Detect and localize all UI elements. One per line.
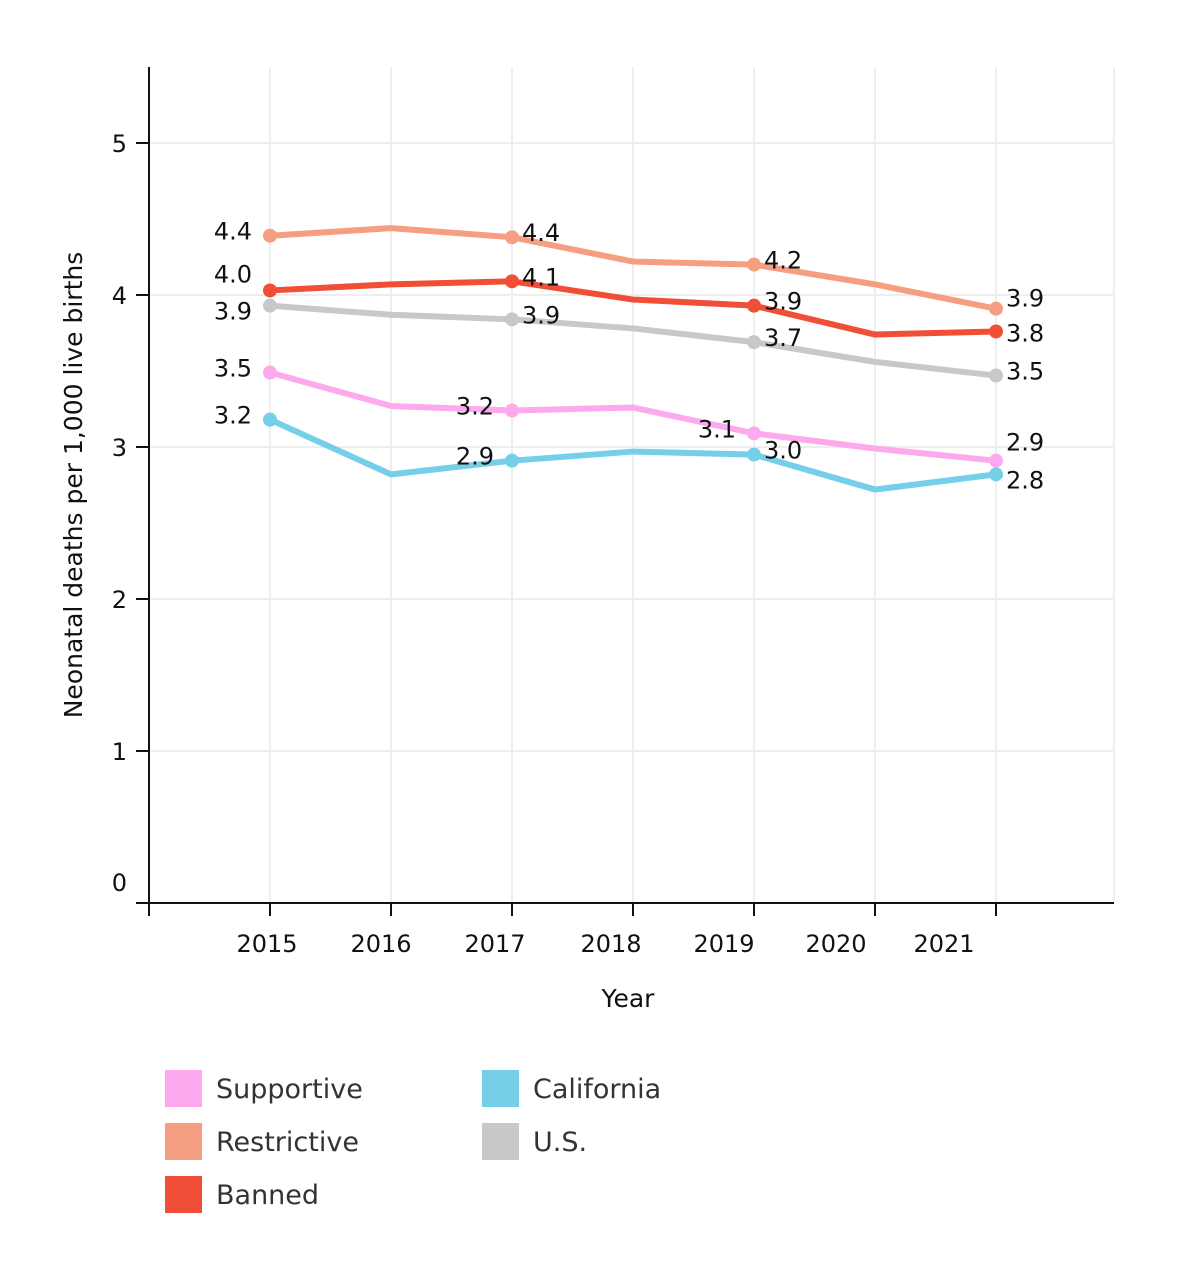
series-banned: 4.0 4.1 3.9 3.8 xyxy=(214,260,1044,347)
series-line xyxy=(268,416,997,493)
data-label: 3.9 xyxy=(522,301,560,329)
data-point xyxy=(747,426,761,441)
data-point xyxy=(747,447,761,462)
x-tick-label: 2015 xyxy=(236,930,297,958)
legend-swatch xyxy=(482,1123,519,1160)
data-point xyxy=(747,257,761,272)
x-tick-label: 2017 xyxy=(464,930,525,958)
axes xyxy=(148,67,1114,904)
legend-item: Banned xyxy=(165,1176,319,1213)
data-point xyxy=(989,453,1003,468)
legend-item: U.S. xyxy=(482,1123,587,1160)
data-label: 3.1 xyxy=(698,415,736,443)
data-point xyxy=(263,365,277,380)
legend-label: Banned xyxy=(216,1180,319,1211)
data-point xyxy=(505,453,519,468)
legend-label: U.S. xyxy=(533,1127,587,1158)
series-line xyxy=(269,278,997,338)
data-label: 3.0 xyxy=(764,437,802,465)
y-tick-label: 0 xyxy=(112,869,127,897)
data-point xyxy=(989,467,1003,482)
legend-swatch xyxy=(165,1123,202,1160)
series-supportive: 3.5 3.2 3.1 2.9 xyxy=(214,355,1044,468)
data-point xyxy=(989,301,1003,316)
y-tick-label: 5 xyxy=(112,130,127,158)
y-tick-label: 3 xyxy=(112,434,127,462)
data-label: 3.5 xyxy=(214,355,252,383)
data-label: 3.9 xyxy=(214,298,252,326)
legend-swatch xyxy=(482,1070,519,1107)
gridlines xyxy=(149,67,1115,903)
x-tick-label: 2019 xyxy=(693,930,754,958)
y-tick-label: 1 xyxy=(112,738,127,766)
data-point xyxy=(263,228,277,243)
data-label: 3.9 xyxy=(1006,285,1044,313)
data-point xyxy=(747,298,761,313)
x-tick-label: 2016 xyxy=(350,930,411,958)
data-label: 3.8 xyxy=(1006,319,1044,347)
x-tick-label: 2020 xyxy=(805,930,866,958)
y-tick-label: 2 xyxy=(112,586,127,614)
data-label: 4.4 xyxy=(522,219,560,247)
x-tick-label: 2021 xyxy=(913,930,974,958)
y-axis-label: Neonatal deaths per 1,000 live births xyxy=(59,252,88,719)
data-label: 3.7 xyxy=(764,324,802,352)
data-label: 4.4 xyxy=(214,218,252,246)
data-point xyxy=(747,335,761,350)
data-label: 4.2 xyxy=(764,247,802,275)
series-line xyxy=(269,225,997,312)
legend-item: California xyxy=(482,1070,661,1107)
legend-swatch xyxy=(165,1176,202,1213)
data-label: 2.9 xyxy=(1006,429,1044,457)
legend-label: Supportive xyxy=(216,1074,363,1105)
data-point xyxy=(263,283,277,298)
legend-item: Supportive xyxy=(165,1070,363,1107)
series-restrictive: 4.4 4.4 4.2 3.9 xyxy=(214,218,1044,316)
data-point xyxy=(505,230,519,245)
data-label: 4.0 xyxy=(214,260,252,288)
legend: Supportive Restrictive Banned California U.S… xyxy=(165,1070,661,1213)
y-ticks: 0 1 2 3 4 5 xyxy=(112,130,149,904)
legend-item: Restrictive xyxy=(165,1123,359,1160)
x-ticks: 2015 2016 2017 2018 2019 2020 2021 xyxy=(148,903,997,958)
data-label: 2.8 xyxy=(1006,466,1044,494)
data-label: 2.9 xyxy=(456,443,494,471)
y-tick-label: 4 xyxy=(112,282,127,310)
data-label: 3.2 xyxy=(214,402,252,430)
data-label: 3.5 xyxy=(1006,358,1044,386)
legend-label: Restrictive xyxy=(216,1127,359,1158)
legend-swatch xyxy=(165,1070,202,1107)
data-point xyxy=(505,403,519,418)
data-label: 3.9 xyxy=(764,288,802,316)
data-point xyxy=(263,412,277,427)
series-california: 3.2 2.9 3.0 2.8 xyxy=(214,402,1044,495)
legend-label: California xyxy=(533,1074,661,1105)
data-point xyxy=(989,368,1003,383)
data-point xyxy=(263,298,277,313)
x-tick-label: 2018 xyxy=(580,930,641,958)
data-point xyxy=(505,274,519,289)
series-us: 3.9 3.9 3.7 3.5 xyxy=(214,298,1044,386)
data-label: 3.2 xyxy=(456,393,494,421)
series-line xyxy=(269,369,997,464)
data-label: 4.1 xyxy=(522,263,560,291)
x-axis-label: Year xyxy=(601,984,656,1013)
series-line xyxy=(269,302,997,379)
data-point xyxy=(989,324,1003,339)
series-group: 3.5 3.2 3.1 2.9 4.4 4.4 4.2 3.9 4.0 4.1 3.9 3.8 3.2 2… xyxy=(214,218,1044,495)
data-point xyxy=(505,312,519,327)
